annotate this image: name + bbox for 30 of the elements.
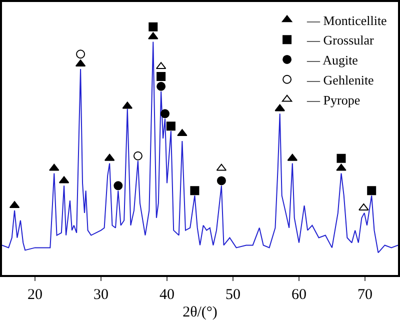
point [166,122,176,131]
point [358,203,369,210]
point [76,50,86,59]
point [156,82,166,91]
legend-label: — Grossular [306,32,375,48]
legend-label: — Gehlenite [306,72,374,88]
point [274,104,285,112]
point [133,151,142,160]
point [190,186,200,196]
point [216,176,226,186]
x-tick-label: 60 [292,286,306,303]
point [148,22,158,32]
x-tick-label: 70 [358,286,372,303]
point [367,186,376,196]
point [336,164,346,171]
legend-label: — Augite [306,52,358,68]
point [336,154,346,163]
point [114,181,123,190]
point [148,32,158,40]
point [177,129,188,136]
point [160,109,170,118]
legend-label: — Monticellite [306,12,388,28]
point [49,164,60,171]
x-tick-label: 40 [160,286,174,303]
legend-label: — Pyrope [306,92,360,108]
point [156,72,166,81]
x-tick-label: 30 [94,286,108,303]
x-axis-title: 2θ/(°) [182,304,218,320]
x-tick-label: 50 [226,286,240,303]
x-tick-label: 20 [28,286,42,303]
